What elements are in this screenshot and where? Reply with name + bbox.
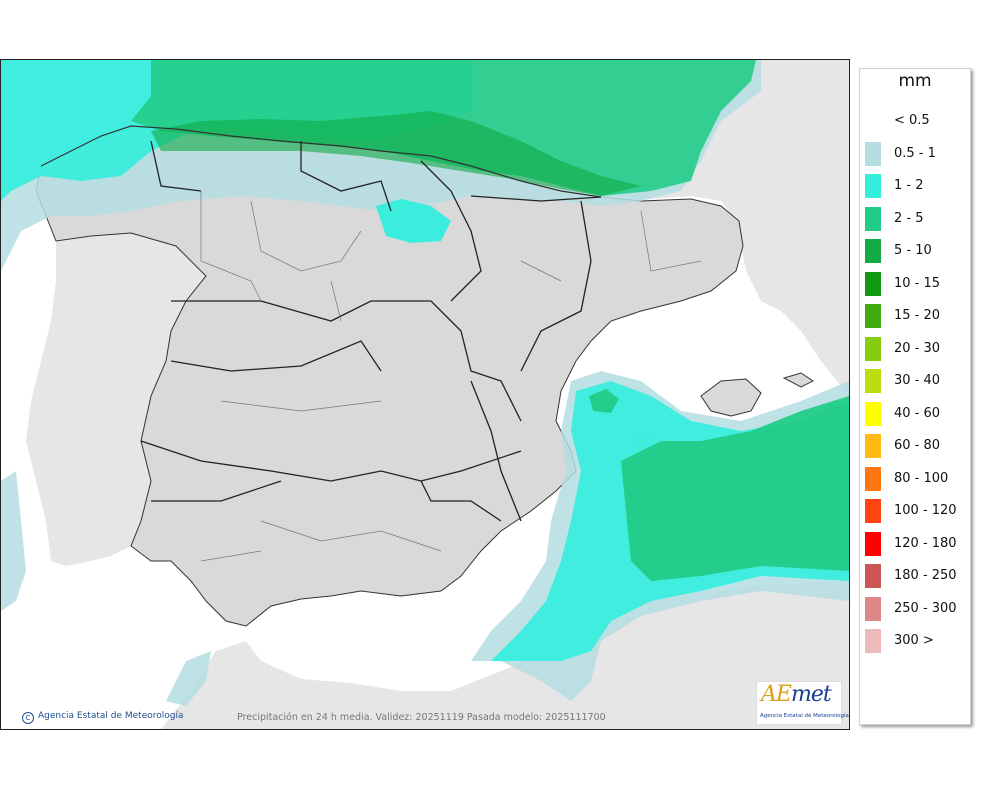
legend-label: 60 - 80 [894, 438, 941, 453]
agency-credit-text: Agencia Estatal de Meteorología [38, 711, 184, 721]
land-portugal [26, 233, 206, 566]
legend-swatch [865, 401, 881, 426]
land-mallorca [700, 378, 762, 417]
legend-item: 20 - 30 [865, 336, 965, 361]
precip-area-1-2-navarre [376, 199, 451, 243]
legend-swatch [865, 304, 881, 328]
legend-item: 80 - 100 [865, 466, 965, 491]
legend-swatch [865, 271, 881, 296]
legend-swatch [865, 499, 881, 523]
legend-item: 60 - 80 [865, 434, 965, 458]
legend-item: 1 - 2 [865, 174, 965, 198]
legend-label: 5 - 10 [894, 243, 932, 258]
legend-label: 180 - 250 [894, 568, 957, 583]
legend-swatch [865, 174, 881, 198]
aemet-logo: AEmet Agencia Estatal de Meteorología [756, 681, 849, 725]
legend-label: 10 - 15 [894, 275, 941, 291]
legend-swatch [865, 336, 881, 361]
precip-area-5-10-north [151, 111, 641, 196]
legend-item: 300 > [865, 629, 965, 653]
precip-area-2-5-east [621, 396, 849, 581]
map-caption: Precipitación en 24 h media. Validez: 20… [237, 712, 606, 723]
precip-area-0-5-1-strait [166, 651, 211, 706]
legend-label: < 0.5 [894, 113, 930, 128]
legend-item: 40 - 60 [865, 401, 965, 426]
legend-item: 100 - 120 [865, 499, 965, 523]
province-boundaries [200, 191, 702, 562]
map-canvas [1, 60, 849, 729]
copyright-icon: C [22, 712, 34, 724]
legend-swatch [865, 564, 881, 588]
legend-swatch [865, 109, 881, 133]
legend-swatch [865, 531, 881, 556]
legend-swatch [865, 629, 881, 653]
legend-swatch [865, 466, 881, 491]
legend-swatch [865, 239, 881, 263]
legend-label: 0.5 - 1 [894, 145, 936, 161]
legend-label: 1 - 2 [894, 178, 924, 193]
aemet-logo-subtitle: Agencia Estatal de Meteorología [760, 713, 849, 719]
legend-label: 20 - 30 [894, 340, 941, 356]
legend-item: 120 - 180 [865, 531, 965, 556]
legend-unit: mm [898, 71, 932, 91]
legend-item: 5 - 10 [865, 239, 965, 263]
legend-swatch [865, 596, 881, 621]
legend-label: 2 - 5 [894, 210, 924, 226]
precipitation-map [0, 59, 850, 730]
legend-item: 15 - 20 [865, 304, 965, 328]
land-menorca [782, 372, 814, 388]
legend-label: 40 - 60 [894, 405, 941, 421]
legend-label: 300 > [894, 633, 934, 648]
region-boundaries [140, 140, 602, 522]
legend-swatch [865, 434, 881, 458]
legend-swatch [865, 206, 881, 231]
legend-label: 100 - 120 [894, 503, 957, 518]
agency-credit: C Agencia Estatal de Meteorología [22, 711, 184, 724]
legend-swatch [865, 141, 881, 166]
precip-area-2-5-small [589, 389, 619, 413]
legend-item: 180 - 250 [865, 564, 965, 588]
precip-area-0-5-1-atlantic [1, 471, 26, 611]
legend-label: 30 - 40 [894, 373, 941, 388]
legend-item: 10 - 15 [865, 271, 965, 296]
coastline-north [40, 125, 602, 198]
legend-label: 120 - 180 [894, 535, 957, 551]
legend-swatch [865, 369, 881, 393]
legend-label: 250 - 300 [894, 600, 957, 616]
land-africa [161, 581, 849, 729]
precipitation-legend: mm < 0.5 0.5 - 1 1 - 2 2 - 5 5 - 10 10 - 15 15… [859, 68, 971, 725]
legend-label: 80 - 100 [894, 470, 949, 486]
aemet-logo-wordmark: AEmet [761, 682, 832, 707]
legend-item: < 0.5 [865, 109, 965, 133]
legend-item: 30 - 40 [865, 369, 965, 393]
legend-label: 15 - 20 [894, 308, 941, 323]
legend-item: 2 - 5 [865, 206, 965, 231]
legend-item: 250 - 300 [865, 596, 965, 621]
legend-item: 0.5 - 1 [865, 141, 965, 166]
